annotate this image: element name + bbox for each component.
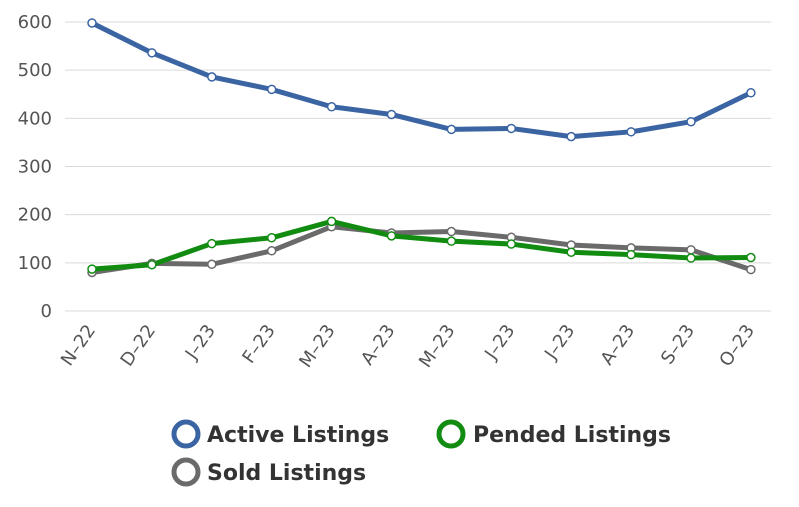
x-tick-label: A–23 (357, 321, 400, 369)
data-point (326, 102, 337, 112)
y-tick-label: 200 (18, 205, 52, 226)
data-point (506, 239, 517, 249)
legend-label: Active Listings (207, 423, 389, 448)
data-point (207, 238, 217, 249)
y-tick-label: 400 (18, 108, 52, 129)
x-axis-ticks: N–22 D–22 J–23 F–23 M–23 A–23 M–23 J–23 J–23 A–23… (57, 321, 759, 372)
y-tick-label: 0 (41, 301, 52, 322)
data-point (147, 48, 157, 58)
x-tick-label: N–22 (57, 321, 100, 370)
data-point (746, 264, 756, 275)
data-point (506, 123, 517, 134)
data-point (566, 131, 576, 142)
data-point (386, 109, 397, 120)
x-tick-label: J–23 (540, 321, 579, 364)
data-point (207, 72, 217, 82)
data-point (686, 253, 696, 263)
data-point (266, 84, 277, 95)
y-tick-label: 600 (18, 12, 52, 33)
data-point (626, 127, 636, 137)
data-point (746, 252, 756, 263)
x-tick-label: J–23 (480, 321, 519, 364)
data-point (686, 245, 696, 255)
data-point (386, 231, 397, 241)
x-tick-label: M–23 (415, 321, 459, 372)
data-point (147, 260, 157, 270)
x-tick-label: M–23 (295, 321, 339, 372)
y-tick-label: 300 (18, 157, 52, 178)
data-point (446, 226, 457, 237)
x-tick-label: F–23 (238, 321, 279, 368)
data-point (626, 249, 636, 260)
legend-marker (171, 457, 201, 487)
data-point (446, 124, 457, 135)
y-tick-label: 500 (18, 60, 52, 81)
legend-label: Sold Listings (207, 461, 366, 486)
data-point (746, 88, 756, 98)
series-points (87, 18, 756, 278)
x-tick-label: S–23 (657, 321, 699, 369)
x-tick-label: O–23 (715, 321, 759, 371)
y-tick-label: 100 (18, 253, 52, 274)
data-point (446, 236, 457, 246)
gridlines (65, 21, 771, 312)
series-lines (89, 20, 754, 275)
x-tick-label: D–22 (117, 321, 160, 371)
legend: Active Listings Pended Listings Sold Listi… (171, 419, 671, 487)
series-line (89, 224, 754, 275)
data-point (566, 247, 576, 257)
data-point (326, 216, 337, 227)
series-line (89, 218, 754, 272)
data-point (266, 246, 277, 256)
legend-marker (436, 419, 466, 449)
series-line (89, 20, 754, 140)
data-point (87, 264, 97, 274)
x-tick-label: A–23 (597, 321, 640, 369)
legend-label: Pended Listings (473, 423, 671, 448)
legend-marker (171, 419, 201, 449)
data-point (87, 18, 97, 28)
x-tick-label: J–23 (181, 321, 220, 364)
data-point (207, 259, 217, 270)
data-point (686, 116, 696, 127)
data-point (266, 233, 277, 243)
y-axis-ticks: 0 100 200 300 400 500 600 (18, 12, 52, 322)
